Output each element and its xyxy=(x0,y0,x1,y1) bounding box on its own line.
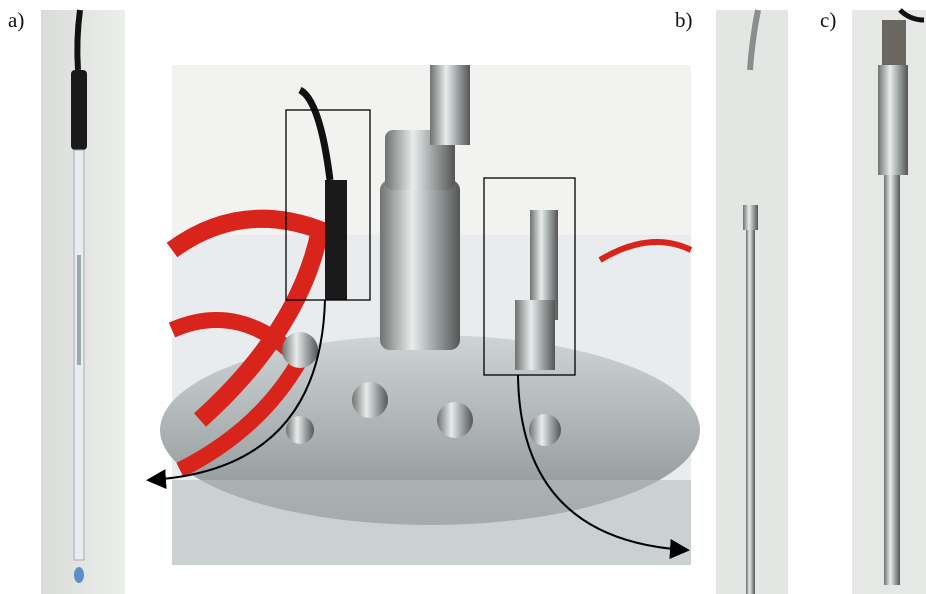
arrow xyxy=(146,299,326,490)
arrow xyxy=(517,374,690,560)
panel-label: b) xyxy=(675,8,693,32)
photo-a xyxy=(41,9,125,594)
photo-main xyxy=(160,65,700,565)
panel-label: c) xyxy=(820,8,836,32)
panel-label: a) xyxy=(8,8,24,32)
photo-c xyxy=(852,8,926,594)
photo-b xyxy=(716,9,788,594)
